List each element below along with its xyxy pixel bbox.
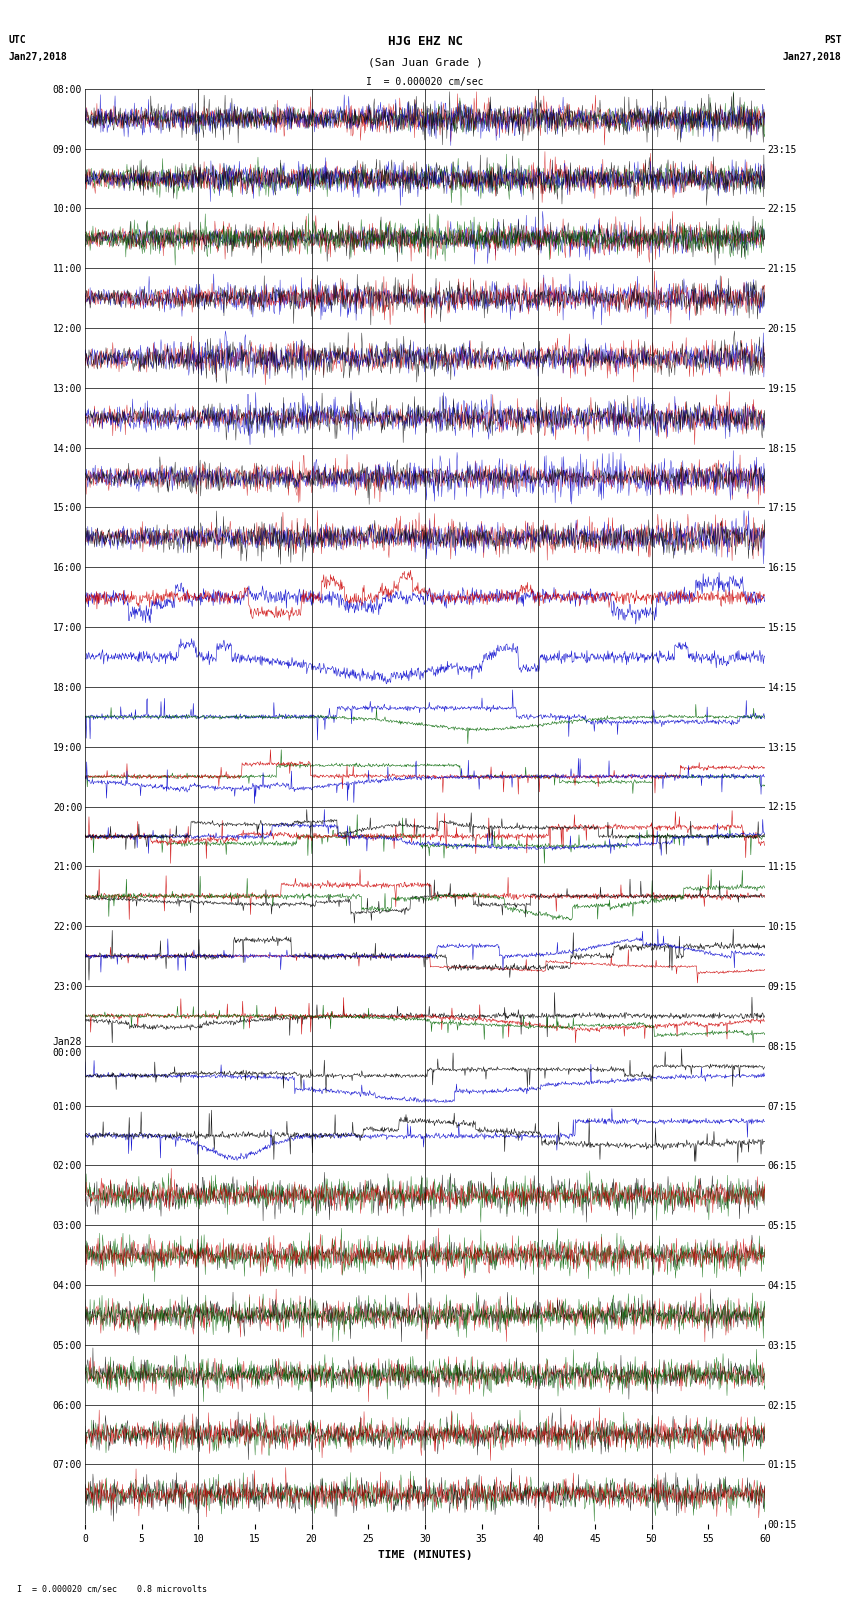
Text: PST: PST [824, 35, 842, 45]
Text: Jan27,2018: Jan27,2018 [8, 52, 67, 61]
Text: (San Juan Grade ): (San Juan Grade ) [367, 58, 483, 68]
Text: Jan27,2018: Jan27,2018 [783, 52, 842, 61]
Text: UTC: UTC [8, 35, 26, 45]
Text: I  = 0.000020 cm/sec: I = 0.000020 cm/sec [366, 77, 484, 87]
Text: I  = 0.000020 cm/sec    0.8 microvolts: I = 0.000020 cm/sec 0.8 microvolts [17, 1584, 207, 1594]
X-axis label: TIME (MINUTES): TIME (MINUTES) [377, 1550, 473, 1560]
Text: HJG EHZ NC: HJG EHZ NC [388, 35, 462, 48]
